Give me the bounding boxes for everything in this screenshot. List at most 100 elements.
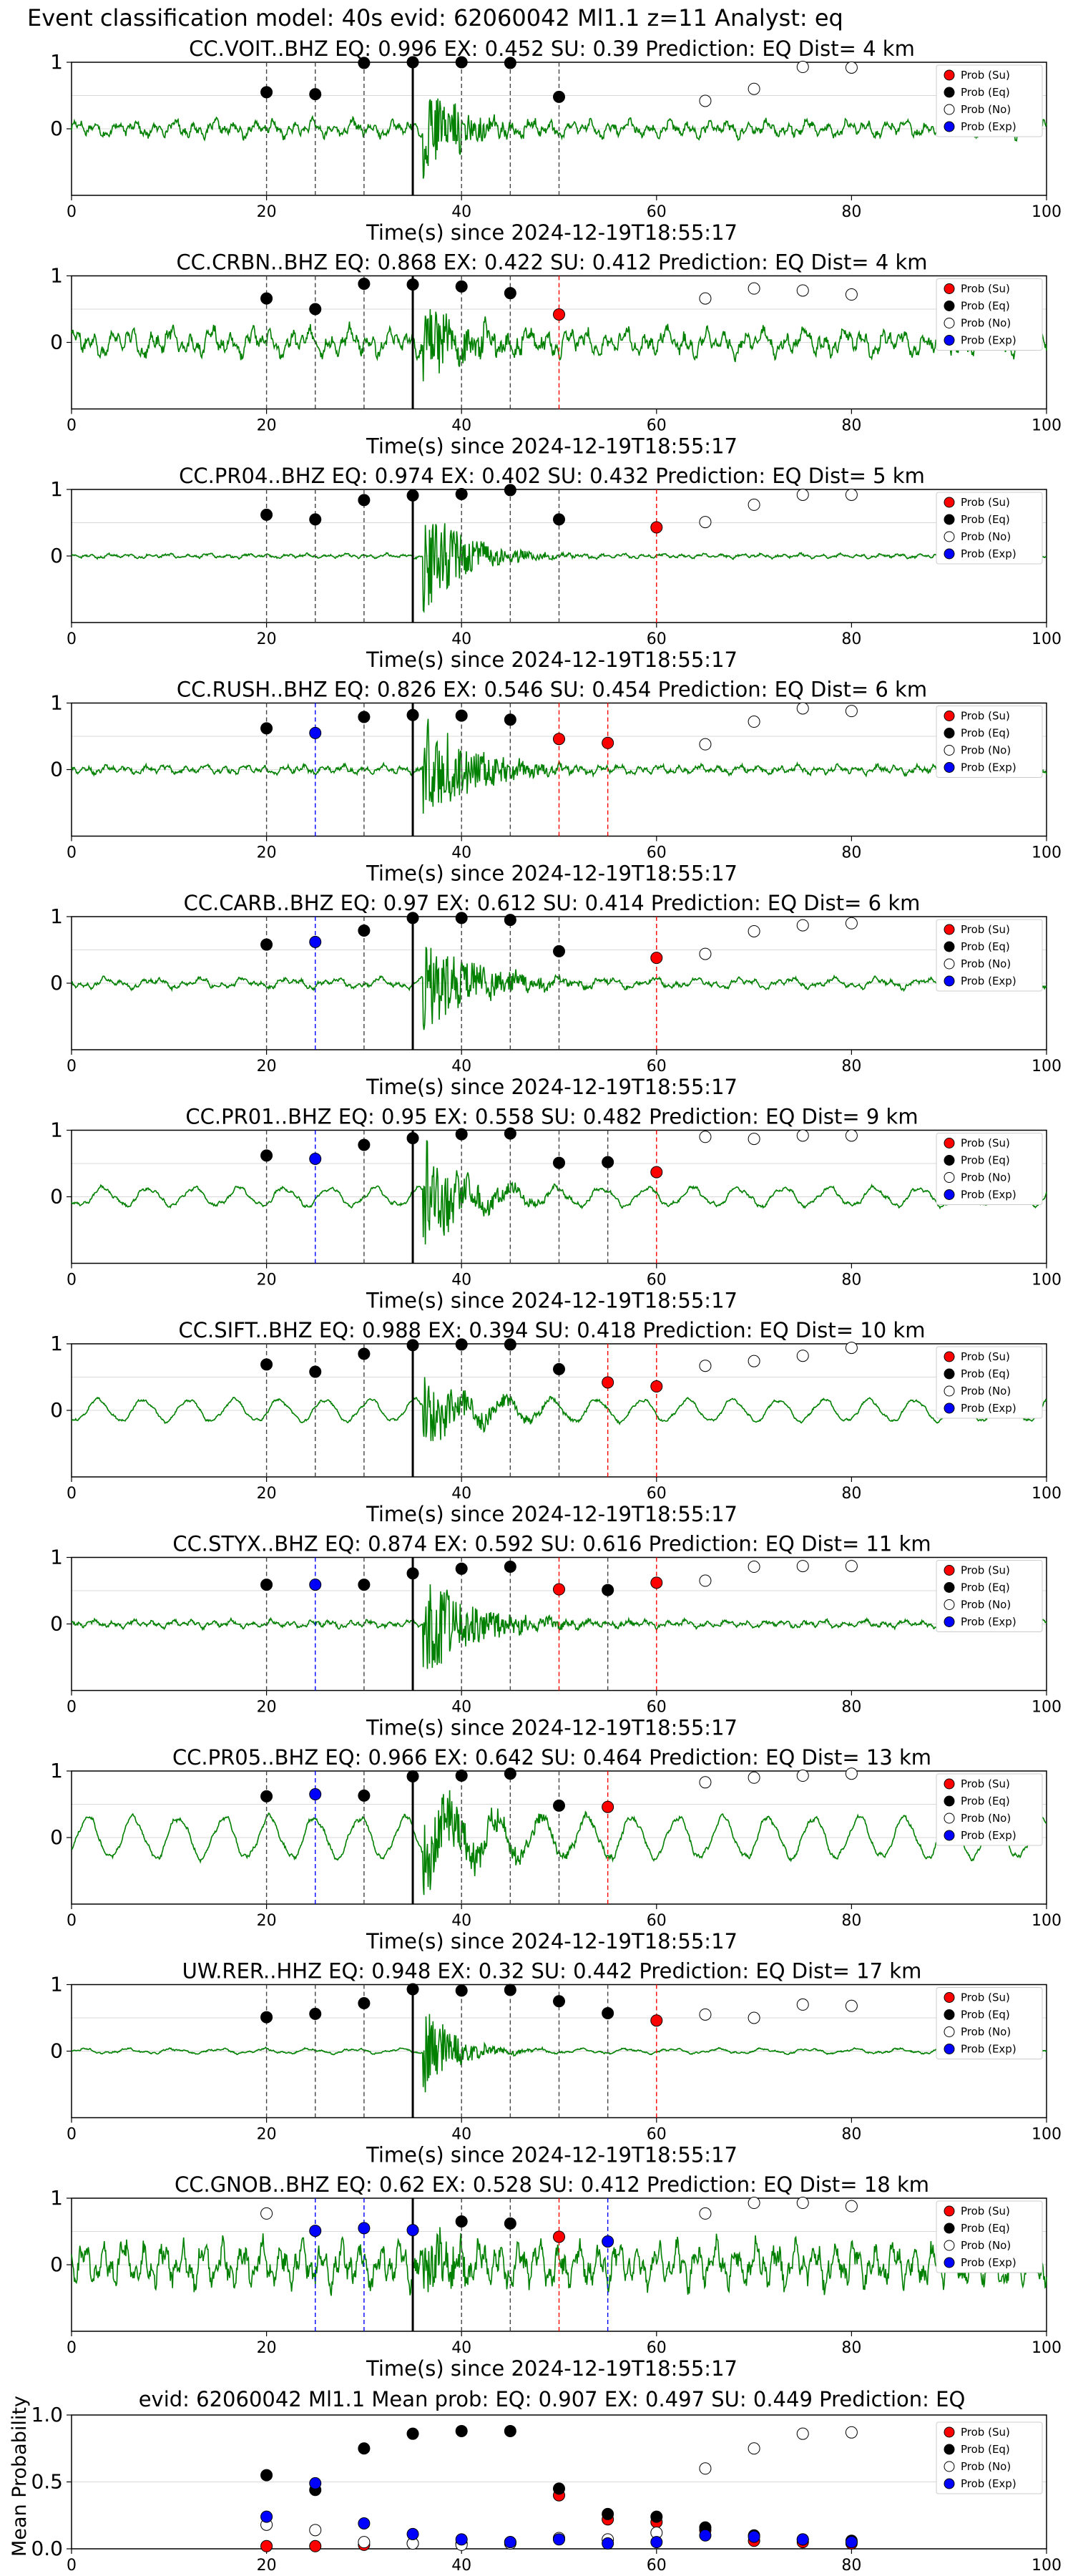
mean-marker-no	[748, 2442, 760, 2455]
x-tick-label: 60	[647, 203, 667, 221]
prob-marker-no	[748, 498, 760, 511]
x-axis-label: Time(s) since 2024-12-19T18:55:17	[366, 2356, 738, 2381]
prob-marker-no	[748, 716, 760, 728]
prob-marker-no	[796, 1129, 809, 1142]
legend-marker-eq	[944, 301, 955, 311]
legend-label-no: Prob (No)	[961, 2239, 1011, 2252]
x-tick-label: 20	[257, 203, 277, 221]
prob-marker-su	[602, 1376, 614, 1389]
x-tick-label: 0	[67, 2126, 77, 2144]
prob-marker-eq	[358, 1997, 371, 2010]
mean-marker-no	[845, 2426, 858, 2439]
prob-marker-eq	[602, 1584, 614, 1596]
prob-marker-eq	[309, 303, 322, 316]
prob-marker-eq	[260, 86, 273, 99]
legend-label-eq: Prob (Eq)	[961, 1367, 1010, 1380]
waveform-trace	[71, 1140, 1047, 1245]
legend-marker-su	[944, 1351, 955, 1362]
x-axis-label: Time(s) since 2024-12-19T18:55:17	[366, 1502, 738, 1526]
prob-marker-exp	[309, 726, 322, 739]
station-panel: CC.SIFT..BHZ EQ: 0.988 EX: 0.394 SU: 0.4…	[50, 1318, 1062, 1526]
panels: CC.VOIT..BHZ EQ: 0.996 EX: 0.452 SU: 0.3…	[9, 36, 1062, 2575]
mean-marker-exp	[602, 2537, 614, 2550]
legend-marker-eq	[944, 1155, 955, 1166]
prob-marker-exp	[309, 1788, 322, 1801]
prob-marker-eq	[309, 88, 322, 101]
x-tick-label: 40	[451, 1912, 471, 1930]
x-tick-label: 100	[1032, 417, 1062, 435]
prob-marker-no	[748, 2197, 760, 2210]
legend-label-no: Prob (No)	[961, 530, 1011, 543]
mean-marker-eq	[358, 2442, 371, 2455]
station-panel: UW.RER..HHZ EQ: 0.948 EX: 0.32 SU: 0.442…	[50, 1959, 1062, 2167]
legend-marker-su	[944, 1138, 955, 1148]
prob-marker-eq	[504, 1984, 516, 1996]
prob-marker-su	[650, 952, 663, 965]
prob-marker-no	[699, 94, 712, 107]
legend-label-no: Prob (No)	[961, 1171, 1011, 1184]
x-tick-label: 60	[647, 417, 667, 435]
x-tick-label: 80	[841, 2126, 861, 2144]
legend-marker-eq	[944, 728, 955, 738]
x-tick-label: 80	[841, 1485, 861, 1503]
prob-marker-su	[553, 733, 565, 746]
prob-marker-eq	[358, 57, 371, 69]
y-tick-label: 1	[50, 477, 63, 501]
prob-marker-su	[553, 1583, 565, 1596]
prob-marker-eq	[504, 1767, 516, 1780]
x-tick-label: 60	[647, 1485, 667, 1503]
prob-marker-no	[796, 919, 809, 932]
legend-marker-su	[944, 69, 955, 81]
x-tick-label: 0	[67, 1912, 77, 1930]
prob-marker-eq	[358, 1138, 371, 1151]
x-tick-label: 80	[841, 2339, 861, 2357]
prob-marker-eq	[504, 1127, 516, 1140]
panel-title: CC.SIFT..BHZ EQ: 0.988 EX: 0.394 SU: 0.4…	[179, 1318, 926, 1342]
x-tick-label: 100	[1032, 1485, 1062, 1503]
x-axis-label: Time(s) since 2024-12-19T18:55:17	[366, 1075, 738, 1099]
prob-marker-no	[796, 702, 809, 715]
station-panel: CC.STYX..BHZ EQ: 0.874 EX: 0.592 SU: 0.6…	[50, 1532, 1062, 1740]
x-tick-label: 60	[647, 2557, 667, 2575]
x-tick-label: 0	[67, 630, 77, 648]
panel-title: CC.RUSH..BHZ EQ: 0.826 EX: 0.546 SU: 0.4…	[177, 678, 927, 702]
legend-marker-su	[944, 924, 955, 935]
panel-title: evid: 62060042 Ml1.1 Mean prob: EQ: 0.90…	[139, 2387, 966, 2411]
y-tick-label: 1	[50, 2186, 63, 2210]
legend-label-exp: Prob (Exp)	[961, 761, 1016, 774]
x-tick-label: 20	[257, 1058, 277, 1075]
legend-label-eq: Prob (Eq)	[961, 1154, 1010, 1167]
waveform-trace	[71, 947, 1047, 1030]
prob-marker-eq	[553, 90, 565, 103]
legend-label-su: Prob (Su)	[961, 69, 1010, 82]
legend-marker-no	[944, 1385, 955, 1397]
y-tick-label: 1	[50, 1332, 63, 1355]
prob-marker-eq	[504, 1561, 516, 1574]
prob-marker-eq	[602, 1156, 614, 1169]
x-tick-label: 40	[451, 2557, 471, 2575]
legend-marker-exp	[944, 335, 955, 346]
legend-marker-no	[944, 104, 955, 115]
prob-marker-exp	[309, 935, 322, 948]
prob-marker-eq	[260, 1579, 273, 1591]
mean-marker-eq	[650, 2510, 663, 2523]
legend-label-no: Prob (No)	[961, 1599, 1011, 1611]
legend-marker-su	[944, 283, 955, 294]
x-tick-label: 20	[257, 844, 277, 862]
panel-title: CC.GNOB..BHZ EQ: 0.62 EX: 0.528 SU: 0.41…	[175, 2172, 929, 2197]
prob-marker-eq	[260, 2011, 273, 2024]
prob-marker-no	[699, 1574, 712, 1587]
legend-label-su: Prob (Su)	[961, 923, 1010, 936]
prob-marker-no	[845, 1560, 858, 1573]
legend-label-eq: Prob (Eq)	[961, 86, 1010, 99]
legend-label-exp: Prob (Exp)	[961, 120, 1016, 133]
x-axis-label: Time(s) since 2024-12-19T18:55:17	[366, 1716, 738, 1740]
prob-marker-eq	[406, 1770, 419, 1782]
prob-marker-eq	[406, 912, 419, 924]
legend-marker-no	[944, 1599, 955, 1610]
legend-marker-no	[944, 318, 955, 328]
legend-marker-no	[944, 1813, 955, 1824]
mean-marker-no	[358, 2536, 371, 2549]
legend-label-eq: Prob (Eq)	[961, 1795, 1010, 1807]
